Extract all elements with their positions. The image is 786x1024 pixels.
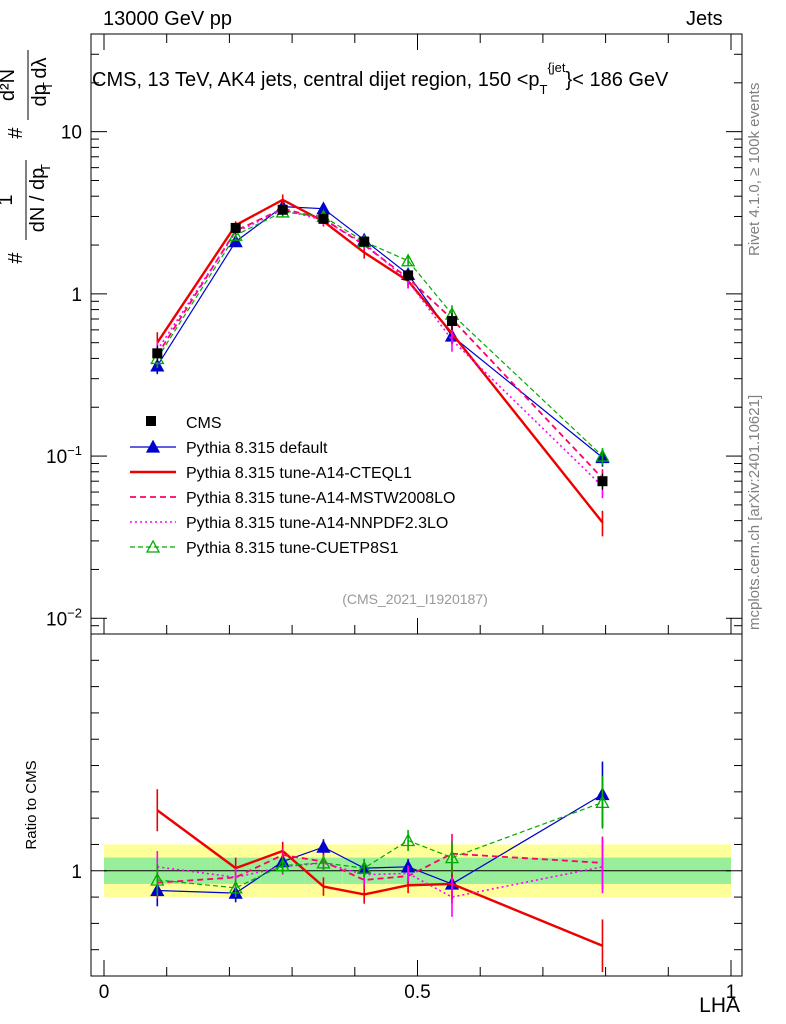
ratio-series-marker: [275, 858, 290, 872]
data-point: [277, 204, 288, 215]
main-series-line-2: [156, 207, 604, 479]
svg-text:T: T: [38, 164, 53, 172]
data-point: [446, 316, 457, 327]
x-tick-label: 0: [99, 982, 110, 1003]
y-tick-label: 10−2: [46, 605, 82, 630]
legend-marker-cms: [146, 416, 156, 426]
data-point: [359, 236, 370, 247]
y-tick-label: 10: [61, 123, 82, 144]
ratio-series-line-4: [157, 801, 603, 889]
ratio-series-marker: [228, 880, 243, 894]
energy-label: 13000 GeV pp: [103, 8, 232, 30]
ratio-series-line-0: [157, 793, 603, 894]
svg-text:dN / dp: dN / dp: [27, 168, 49, 232]
x-axis-label: LHA: [699, 994, 740, 1017]
data-point: [318, 213, 329, 224]
legend-marker-4: [145, 539, 161, 553]
data-point: [403, 270, 414, 281]
svg-text:dp dλ: dp dλ: [29, 58, 51, 107]
ratio-frame: [90, 633, 743, 977]
ratio-series-marker: [595, 795, 610, 809]
legend-label-cms: CMS: [186, 415, 222, 432]
ratio-series-line-2: [157, 852, 603, 884]
mcplots-label: mcplots.cern.ch [arXiv:2401.10621]: [746, 394, 763, 630]
ratio-series-marker: [357, 860, 372, 874]
ratio-series-line-1: [156, 809, 603, 947]
ratio-series-marker: [444, 850, 460, 864]
ratio-series-marker: [150, 872, 165, 886]
data-point: [230, 222, 241, 233]
main-series-marker: [401, 253, 416, 267]
x-tick-label: 0.5: [404, 982, 430, 1003]
y-tick-label: 10−1: [46, 443, 82, 468]
legend-label-2: Pythia 8.315 tune-A14-MSTW2008LO: [186, 490, 455, 507]
ratio-y-axis-label: Ratio to CMS: [23, 760, 40, 849]
chart-title: CMS, 13 TeV, AK4 jets, central dijet reg…: [92, 60, 669, 97]
rivet-version-label: Rivet 4.1.0, ≥ 100k events: [746, 82, 763, 256]
ratio-series-marker: [316, 839, 331, 853]
ratio-series-marker: [401, 833, 416, 847]
svg-text:1: 1: [0, 194, 17, 205]
svg-text:#: #: [5, 252, 27, 264]
ratio-series-marker: [316, 855, 331, 869]
legend-label-1: Pythia 8.315 tune-A14-CTEQL1: [186, 465, 412, 482]
analysis-watermark: (CMS_2021_I1920187): [342, 591, 488, 607]
data-point: [597, 476, 608, 487]
legend-label-3: Pythia 8.315 tune-A14-NNPDF2.3LO: [186, 515, 448, 532]
svg-text:#: #: [5, 127, 27, 139]
ratio-y-tick-label: 1: [71, 862, 82, 883]
data-point: [152, 348, 163, 359]
y-tick-label: 1: [71, 285, 82, 306]
svg-text:T: T: [40, 82, 55, 90]
ratio-series-line-3: [157, 862, 603, 898]
process-label: Jets: [686, 8, 723, 30]
legend-label-4: Pythia 8.315 tune-CUETP8S1: [186, 540, 399, 557]
svg-text:d²N: d²N: [0, 69, 19, 101]
main-series-marker: [228, 234, 243, 248]
main-series-line-4: [156, 211, 603, 457]
legend-marker-0: [145, 439, 161, 453]
main-series-marker: [228, 227, 243, 241]
main-series-marker: [595, 448, 610, 462]
legend-label-0: Pythia 8.315 default: [186, 440, 328, 457]
main-series-line-1: [156, 198, 604, 524]
main-series-line-3: [156, 208, 604, 487]
x-tick-label: 1: [726, 982, 737, 1003]
